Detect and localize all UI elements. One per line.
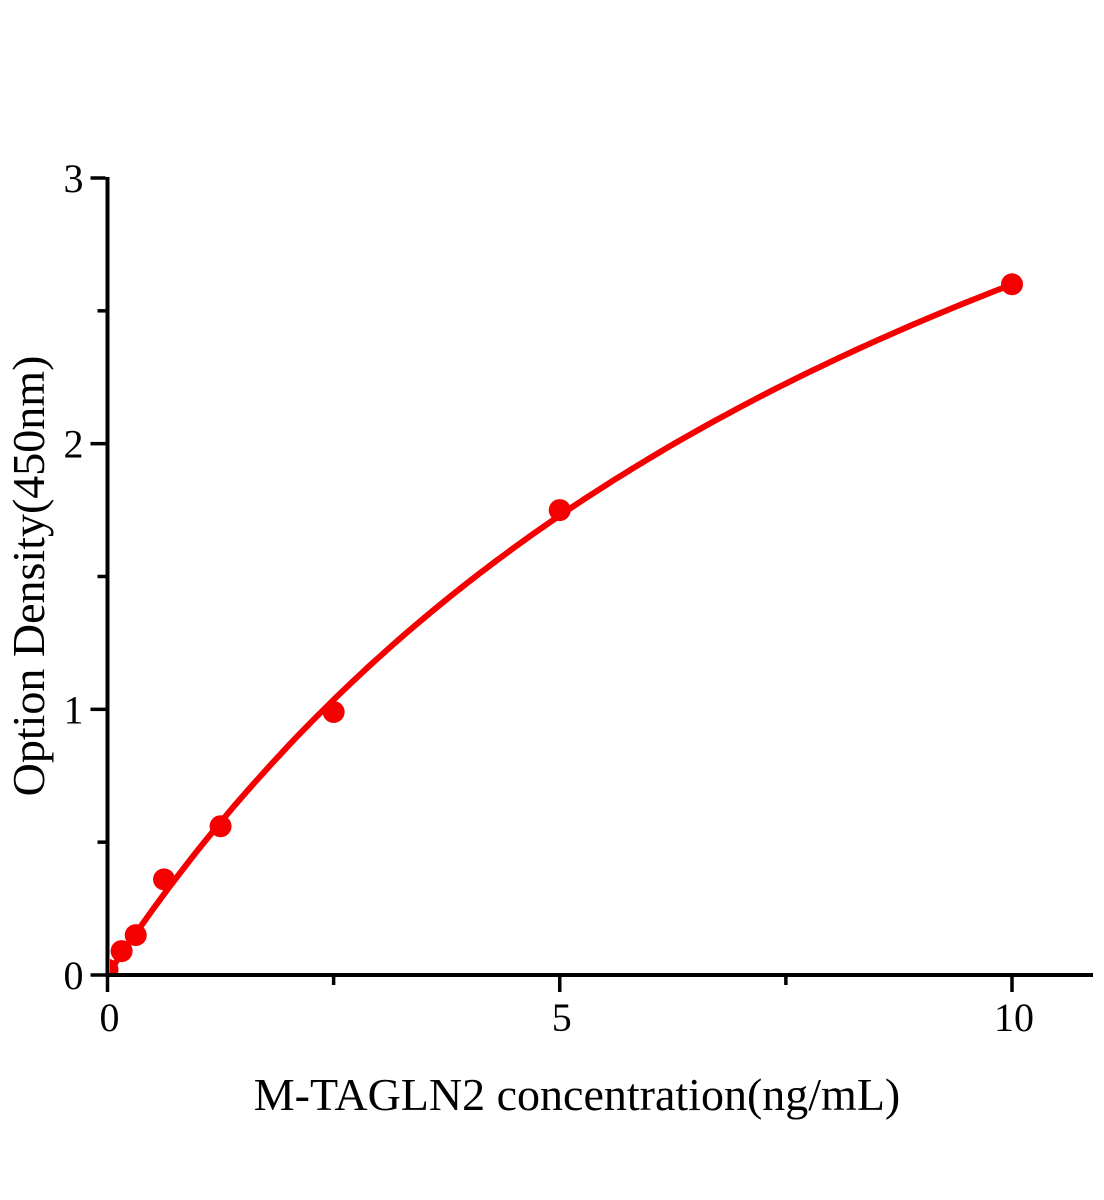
data-point: [548, 499, 571, 522]
data-point: [110, 958, 119, 973]
y-tick-label: 3: [64, 156, 84, 201]
fit-curve-line: [110, 281, 1014, 973]
y-tick-label: 0: [64, 953, 84, 998]
x-axis-title: M-TAGLN2 concentration(ng/mL): [254, 1069, 901, 1120]
data-point: [124, 924, 147, 947]
x-tick-label: 0: [100, 995, 120, 1040]
data-point: [153, 868, 176, 891]
data-point: [209, 815, 232, 838]
plot-area: [110, 273, 1023, 973]
y-tick-label: 2: [64, 422, 84, 467]
x-tick-label: 5: [552, 995, 572, 1040]
y-tick-label: 1: [64, 687, 84, 732]
data-point: [1001, 273, 1023, 296]
data-point: [322, 700, 345, 723]
data-points: [110, 273, 1023, 973]
axes: 0 5 10 0 1 2 3: [64, 156, 1093, 1040]
y-axis-title: Option Density(450nm): [3, 356, 54, 797]
x-tick-label: 10: [994, 995, 1034, 1040]
data-point: [110, 940, 133, 963]
